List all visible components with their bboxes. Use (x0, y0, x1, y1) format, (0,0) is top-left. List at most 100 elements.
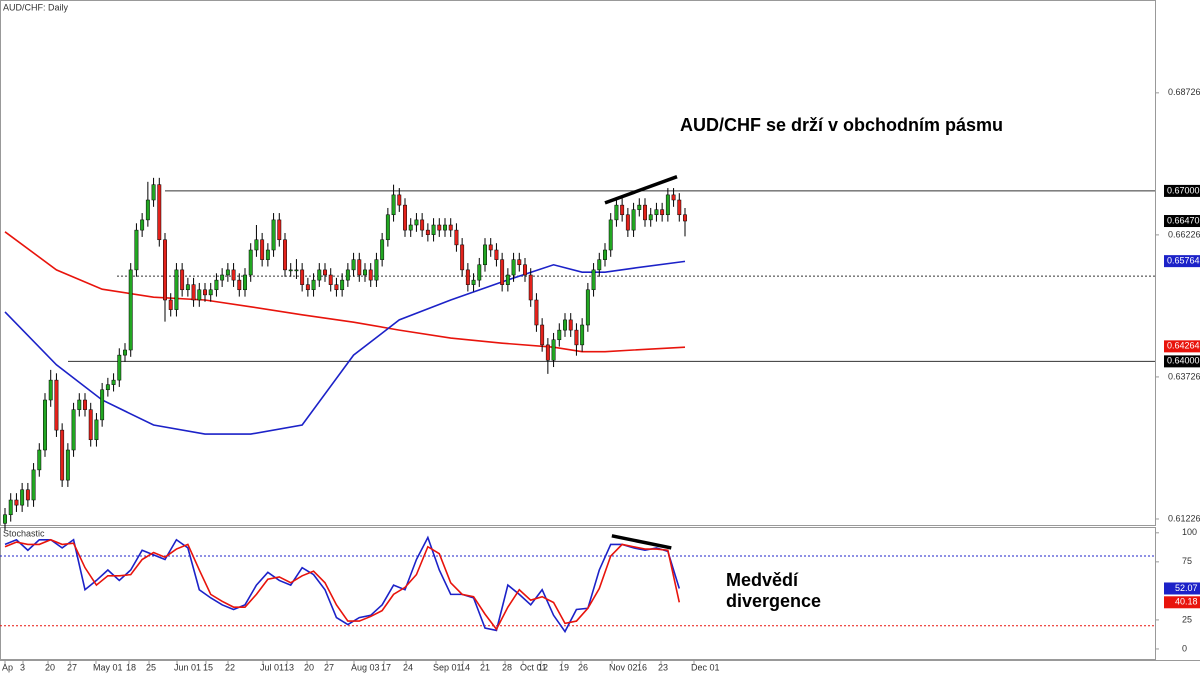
y-tick-label: 25 (1182, 614, 1192, 624)
candle-body (151, 184, 156, 201)
candle-body (391, 194, 396, 216)
candle-body (505, 274, 510, 285)
candle-body (323, 269, 327, 276)
candle-body (557, 329, 562, 341)
candle-body (294, 269, 299, 272)
annotation: AUD/CHF se drží v obchodním pásmu (680, 115, 1003, 135)
price-label: 0.67000 (1167, 185, 1200, 195)
x-tick-label: 12 (538, 662, 548, 672)
candle-body (425, 229, 430, 235)
stochastic-line (4, 535, 681, 634)
candle-body (574, 329, 579, 346)
candle-body (648, 214, 653, 221)
candle-body (660, 209, 665, 216)
y-tick-label: 0.61226 (1168, 513, 1200, 523)
candle-body (243, 274, 247, 291)
candle-body (225, 269, 230, 276)
x-tick-label: Jul 01 (260, 662, 284, 672)
candle-body (163, 239, 167, 301)
x-tick-label: 28 (502, 662, 512, 672)
candle-body (94, 419, 99, 441)
candle-body (408, 224, 413, 231)
candle-body (540, 324, 545, 346)
y-tick-label: 0.63726 (1168, 371, 1200, 381)
y-tick-label: 0.66226 (1168, 229, 1200, 239)
candle-body (585, 289, 590, 326)
candle-body (437, 224, 442, 231)
candle-body (71, 409, 76, 451)
candle-body (20, 489, 25, 506)
price-label-box (1164, 582, 1200, 595)
candle-body (380, 239, 385, 260)
candle-body (140, 219, 145, 231)
candle-body (568, 319, 573, 331)
candle-body (265, 249, 270, 260)
x-tick-label: Sep 01 (433, 662, 462, 672)
x-tick-label: 14 (460, 662, 470, 672)
candle-body (260, 239, 265, 260)
candle-body (534, 299, 539, 326)
x-tick-label: 13 (284, 662, 294, 672)
candle-body (368, 269, 373, 281)
candle-body (123, 349, 127, 356)
candle-body (591, 269, 596, 291)
price-label: 0.66470 (1167, 215, 1200, 225)
candle-body (277, 219, 282, 241)
candle-body (483, 244, 487, 266)
candle-body (494, 249, 499, 260)
trendline (604, 175, 678, 205)
stoch-title-box (1, 528, 41, 539)
candle-body (288, 269, 293, 272)
trendline (611, 534, 672, 550)
price-label-box (1164, 340, 1200, 353)
x-tick-label: 24 (403, 662, 413, 672)
candle-body (111, 379, 116, 385)
x-tick-label: 22 (225, 662, 235, 672)
candle-body (625, 214, 630, 231)
price-label: 0.64264 (1167, 341, 1200, 351)
candle-body (363, 269, 367, 276)
candle-body (128, 269, 133, 351)
candle-body (683, 214, 687, 222)
price-label-box (1164, 596, 1200, 609)
candle-body (351, 259, 356, 271)
price-label: 0.64000 (1167, 356, 1200, 366)
candle-body (488, 244, 493, 251)
candle-body (471, 279, 476, 285)
candle-body (14, 499, 19, 506)
candle-body (545, 344, 550, 361)
candle-body (305, 284, 310, 291)
candle-body (231, 269, 236, 281)
candle-body (431, 224, 436, 235)
candle-body (180, 269, 185, 291)
chart-title: AUD/CHF: Daily (3, 2, 69, 12)
x-tick-label: 15 (203, 662, 213, 672)
x-tick-label: Jun 01 (174, 662, 201, 672)
candle-body (374, 259, 379, 281)
candle-body (77, 399, 82, 410)
candle-body (637, 204, 642, 210)
price-label: 0.65764 (1167, 256, 1200, 266)
x-tick-label: Dec 01 (691, 662, 720, 672)
candle-body (145, 199, 150, 221)
candle-body (677, 199, 682, 216)
x-tick-label: 19 (559, 662, 569, 672)
candle-body (665, 194, 670, 216)
candle-body (283, 239, 287, 271)
candle-body (191, 284, 196, 301)
candle-body (25, 489, 30, 501)
candle-body (517, 259, 522, 266)
candle-body (83, 399, 87, 410)
candle-body (317, 269, 322, 281)
candle-body (37, 449, 42, 471)
stochastic-title: Stochastic (3, 528, 45, 538)
x-tick-label: 23 (658, 662, 668, 672)
candle-body (203, 289, 207, 296)
x-tick-label: 27 (67, 662, 77, 672)
candle-body (357, 259, 362, 276)
x-tick-label: 17 (381, 662, 391, 672)
stochastic-panel (0, 527, 1156, 660)
candle-body (334, 284, 339, 291)
title-box (1, 1, 59, 13)
